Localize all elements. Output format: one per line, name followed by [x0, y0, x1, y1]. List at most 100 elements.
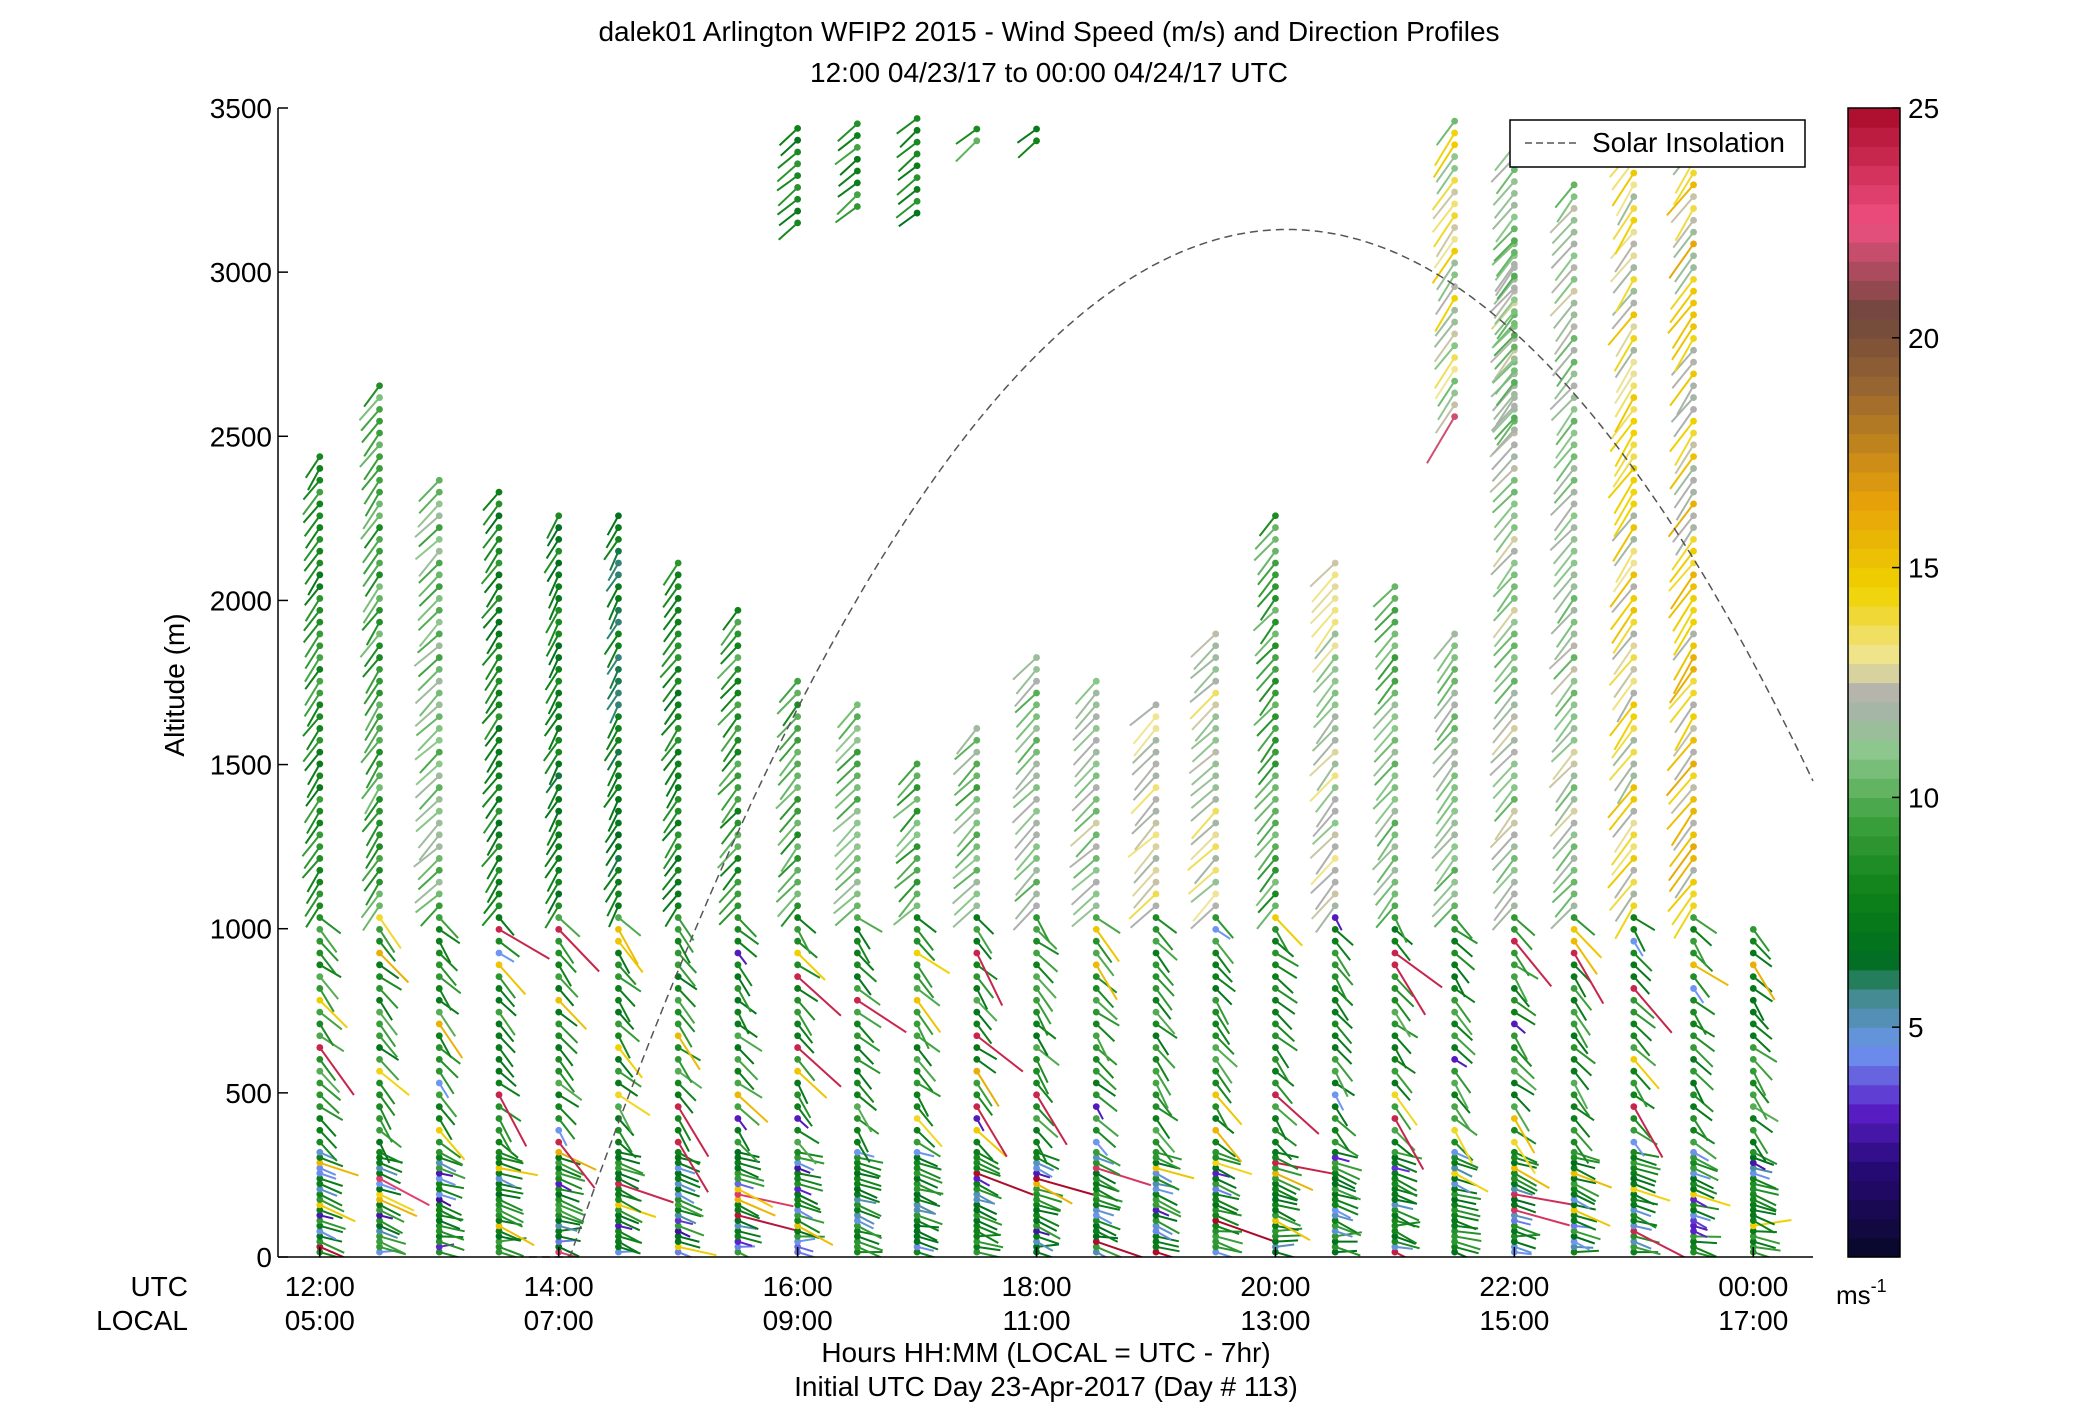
- wind-barb-818: [956, 834, 978, 857]
- wind-barb-dot-1232: [1391, 1164, 1399, 1172]
- wind-barb-488: [677, 1106, 710, 1158]
- wind-barb-1847: [1433, 215, 1456, 248]
- wind-barb-dot-1721: [1690, 583, 1697, 591]
- wind-barb-1467: [1573, 1117, 1591, 1138]
- wind-barb-1016: [1215, 1209, 1242, 1217]
- wind-barb-dot-1327: [1451, 866, 1459, 874]
- wind-barb-43: [306, 869, 321, 893]
- wind-barb-1130: [1259, 692, 1277, 717]
- wind-barb-dot-1783: [1749, 1115, 1757, 1122]
- wind-barb-1324: [1433, 905, 1456, 928]
- colorbar-segment-35: [1848, 567, 1900, 588]
- wind-barb-dot-374: [555, 701, 563, 709]
- wind-barb-dot-901: [1092, 1190, 1100, 1198]
- wind-barb-1573: [1633, 1070, 1651, 1091]
- wind-barb-1392: [1495, 857, 1516, 884]
- wind-barb-dot-1766: [1749, 1222, 1757, 1230]
- wind-barb-38: [319, 928, 338, 953]
- wind-barb-dot-585: [734, 784, 742, 791]
- wind-barb-1231: [1394, 1172, 1418, 1183]
- wind-barb-dot-1805: [794, 160, 802, 168]
- colorbar-segment-55: [1848, 184, 1900, 205]
- wind-barb-dot-817: [973, 843, 981, 851]
- wind-barb-dot-93: [376, 1175, 383, 1182]
- wind-barb-201: [438, 940, 452, 964]
- wind-barb-dot-722: [913, 1232, 921, 1240]
- wind-barb-254: [498, 1182, 522, 1190]
- wind-barb-dot-1682: [1690, 1044, 1697, 1051]
- wind-barb-dot-982: [1152, 996, 1160, 1004]
- wind-barb-791: [976, 1151, 999, 1165]
- wind-barb-dot-359: [555, 878, 563, 886]
- wind-barb-dot-1725: [1690, 535, 1697, 543]
- wind-barb-1631: [1614, 385, 1635, 418]
- wind-barb-1594: [1613, 822, 1635, 853]
- wind-barb-1007: [1129, 704, 1157, 727]
- wind-barb-1257: [1377, 893, 1396, 920]
- wind-barb-1858: [1490, 405, 1516, 432]
- wind-barb-1025: [1215, 1161, 1253, 1176]
- wind-barb-dot-597: [734, 642, 742, 650]
- wind-barb-dot-1496: [1570, 772, 1578, 780]
- wind-barb-1350: [1514, 1240, 1537, 1250]
- wind-barb-1116: [1256, 857, 1277, 880]
- wind-barb-dot-1485: [1570, 902, 1578, 910]
- wind-barb-841: [1036, 1182, 1073, 1205]
- wind-barb-222: [419, 692, 441, 717]
- wind-barb-dot-1008: [1212, 1248, 1220, 1256]
- wind-barb-223: [414, 680, 440, 705]
- wind-barb-dot-128: [376, 795, 383, 803]
- wind-barb-dot-1680: [1690, 1067, 1697, 1075]
- wind-barb-1729: [1675, 491, 1695, 521]
- wind-barb-1528: [1550, 396, 1575, 422]
- wind-barb-1248: [1394, 999, 1412, 1022]
- colorbar-segment-52: [1848, 242, 1900, 262]
- wind-barb-dot-1374: [1510, 1067, 1518, 1075]
- wind-barb-dot-1400: [1510, 760, 1518, 768]
- wind-barb-dot-369: [555, 760, 563, 768]
- wind-barb-dot-654: [794, 748, 802, 756]
- wind-barb-dot-1786: [1749, 1079, 1757, 1087]
- wind-barb-1457: [1573, 1188, 1597, 1203]
- wind-barb-1718: [1673, 621, 1695, 656]
- wind-barb-424: [617, 987, 636, 1008]
- wind-barb-dot-772: [973, 1248, 981, 1256]
- wind-barb-dot-263: [495, 1115, 503, 1122]
- wind-barb-381: [547, 621, 560, 646]
- wind-barb-dot-647: [794, 831, 802, 839]
- wind-barb-713: [836, 763, 859, 785]
- wind-barb-dot-1236: [1391, 1138, 1399, 1146]
- wind-barb-dot-971: [1152, 1126, 1160, 1134]
- wind-barb-dot-959: [1152, 1201, 1160, 1209]
- wind-barb-1391: [1492, 869, 1516, 895]
- wind-barb-70: [303, 550, 321, 572]
- wind-barb-1580: [1633, 987, 1673, 1034]
- wind-barb-dot-1314: [1451, 1020, 1459, 1028]
- wind-barb-132: [365, 751, 381, 776]
- wind-barb-1716: [1673, 645, 1695, 681]
- wind-barb-dot-1793: [1749, 996, 1757, 1004]
- wind-barb-1478: [1573, 987, 1593, 1011]
- wind-barb-1210: [1314, 621, 1337, 653]
- wind-barb-1732: [1669, 456, 1695, 490]
- wind-barb-dot-377: [555, 665, 563, 673]
- wind-barb-459: [605, 574, 620, 592]
- wind-barb-1321: [1453, 940, 1474, 958]
- wind-barb-1361: [1513, 1182, 1536, 1195]
- wind-barb-1715: [1672, 657, 1695, 695]
- wind-barb-dot-372: [555, 725, 563, 732]
- wind-barb-dot-1055: [1212, 819, 1220, 827]
- wind-barb-dot-435: [615, 855, 622, 862]
- wind-barb-1699: [1668, 846, 1695, 882]
- wind-barb-1085: [1275, 1182, 1297, 1195]
- wind-barb-1430: [1492, 408, 1516, 434]
- wind-barb-dot-808: [973, 949, 981, 957]
- wind-barb-1837: [1433, 333, 1456, 363]
- wind-barb-dot-1308: [1451, 1091, 1459, 1099]
- wind-barb-996: [1127, 834, 1157, 858]
- wind-barb-224: [417, 668, 440, 692]
- wind-barb-dot-60: [316, 665, 324, 673]
- wind-barb-74: [302, 503, 321, 524]
- wind-barb-dot-885: [1033, 701, 1040, 709]
- wind-barb-992: [1133, 881, 1157, 909]
